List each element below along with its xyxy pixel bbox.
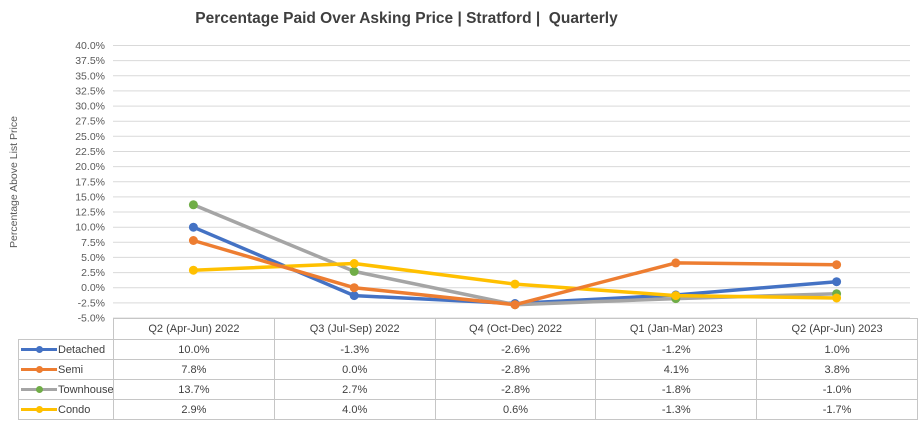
- table-column-header: Q4 (Oct-Dec) 2022: [434, 318, 597, 340]
- legend-cell-semi: Semi: [18, 359, 114, 380]
- y-tick-label: 12.5%: [75, 207, 105, 219]
- series-marker-condo: [510, 279, 520, 289]
- table-value-cell: -1.7%: [756, 399, 918, 420]
- y-tick-label: -5.0%: [78, 313, 105, 325]
- y-axis-title: Percentage Above List Price: [8, 116, 20, 248]
- series-marker-condo: [188, 265, 198, 275]
- series-marker-detached: [188, 222, 198, 232]
- series-name-label: Semi: [58, 363, 84, 376]
- legend-line-marker-icon: [21, 401, 57, 419]
- table-column-header: Q2 (Apr-Jun) 2023: [756, 318, 918, 340]
- table-value-cell: 4.1%: [595, 359, 758, 380]
- table-value-cell: 3.8%: [756, 359, 918, 380]
- series-name-label: Detached: [58, 343, 106, 356]
- legend-key-detached: Detached: [20, 341, 113, 359]
- y-tick-label: 37.5%: [75, 55, 105, 67]
- legend-cell-detached: Detached: [18, 339, 114, 360]
- table-column-header: Q3 (Jul-Sep) 2022: [273, 318, 436, 340]
- table-value-cell: 0.6%: [434, 399, 597, 420]
- y-tick-label: 0.0%: [81, 282, 105, 294]
- table-row-detached: Detached 10.0% -1.3% -2.6% -1.2% 1.0%: [18, 339, 918, 360]
- chart-plot-area: 40.0% 37.5% 35.0% 32.5% 30.0% 27.5% 25.0% 22.5%…: [75, 40, 910, 325]
- series-marker-townhouse: [188, 200, 198, 210]
- y-tick-label: 7.5%: [81, 237, 105, 249]
- legend-line-marker-icon: [21, 361, 57, 379]
- y-tick-label: 25.0%: [75, 131, 105, 143]
- legend-line-marker-icon: [21, 381, 57, 399]
- y-tick-label: 40.0%: [75, 40, 105, 52]
- legend-key-condo: Condo: [20, 401, 113, 419]
- data-table: Q2 (Apr-Jun) 2022 Q3 (Jul-Sep) 2022 Q4 (Oc…: [18, 318, 918, 420]
- table-value-cell: 0.0%: [273, 359, 436, 380]
- series-marker-semi: [349, 283, 359, 293]
- y-tick-label: 35.0%: [75, 70, 105, 82]
- series-name-label: Condo: [58, 403, 91, 416]
- table-value-cell: -2.8%: [434, 359, 597, 380]
- table-value-cell: -2.6%: [434, 339, 597, 360]
- series-marker-condo: [671, 291, 681, 301]
- table-row-semi: Semi 7.8% 0.0% -2.8% 4.1% 3.8%: [18, 359, 918, 380]
- y-tick-label: 10.0%: [75, 222, 105, 234]
- y-tick-label: 32.5%: [75, 85, 105, 97]
- series-marker-semi: [671, 258, 681, 268]
- table-value-cell: 2.9%: [113, 399, 275, 420]
- table-row-condo: Condo 2.9% 4.0% 0.6% -1.3% -1.7%: [18, 399, 918, 420]
- series-name-label: Townhouse: [58, 383, 114, 396]
- table-value-cell: -1.2%: [595, 339, 758, 360]
- y-tick-label: 5.0%: [81, 252, 105, 264]
- table-value-cell: 10.0%: [113, 339, 275, 360]
- y-tick-label: 20.0%: [75, 161, 105, 173]
- legend-cell-townhouse: Townhouse: [18, 379, 114, 400]
- table-value-cell: -1.3%: [273, 339, 436, 360]
- chart-title: Percentage Paid Over Asking Price | Stra…: [195, 10, 618, 27]
- table-corner-cell: [19, 319, 114, 340]
- table-row-townhouse: Townhouse 13.7% 2.7% -2.8% -1.8% -1.0%: [18, 379, 918, 400]
- y-tick-label: -2.5%: [78, 297, 105, 309]
- legend-key-semi: Semi: [20, 361, 113, 379]
- y-tick-label: 27.5%: [75, 116, 105, 128]
- table-value-cell: -1.0%: [756, 379, 918, 400]
- table-value-cell: 1.0%: [756, 339, 918, 360]
- series-marker-semi: [510, 300, 520, 310]
- series-marker-detached: [349, 291, 359, 301]
- table-value-cell: 13.7%: [113, 379, 275, 400]
- table-value-cell: -1.3%: [595, 399, 758, 420]
- series-marker-townhouse: [349, 266, 359, 276]
- y-tick-label: 17.5%: [75, 176, 105, 188]
- table-column-header: Q2 (Apr-Jun) 2022: [113, 318, 275, 340]
- table-value-cell: 2.7%: [273, 379, 436, 400]
- series-marker-condo: [832, 293, 842, 303]
- table-column-header: Q1 (Jan-Mar) 2023: [595, 318, 758, 340]
- legend-cell-condo: Condo: [18, 399, 114, 420]
- table-header-row: Q2 (Apr-Jun) 2022 Q3 (Jul-Sep) 2022 Q4 (Oc…: [19, 318, 918, 340]
- series-marker-condo: [349, 259, 359, 268]
- series-marker-semi: [188, 236, 198, 245]
- y-tick-label: 15.0%: [75, 191, 105, 203]
- table-value-cell: 7.8%: [113, 359, 275, 380]
- series-marker-semi: [832, 260, 842, 270]
- table-value-cell: 4.0%: [273, 399, 436, 420]
- legend-line-marker-icon: [21, 341, 57, 359]
- legend-key-townhouse: Townhouse: [20, 381, 114, 399]
- y-tick-label: 30.0%: [75, 101, 105, 113]
- table-value-cell: -2.8%: [434, 379, 597, 400]
- y-tick-label: 2.5%: [81, 267, 105, 279]
- table-value-cell: -1.8%: [595, 379, 758, 400]
- y-tick-label: 22.5%: [75, 146, 105, 158]
- series-marker-detached: [832, 277, 842, 287]
